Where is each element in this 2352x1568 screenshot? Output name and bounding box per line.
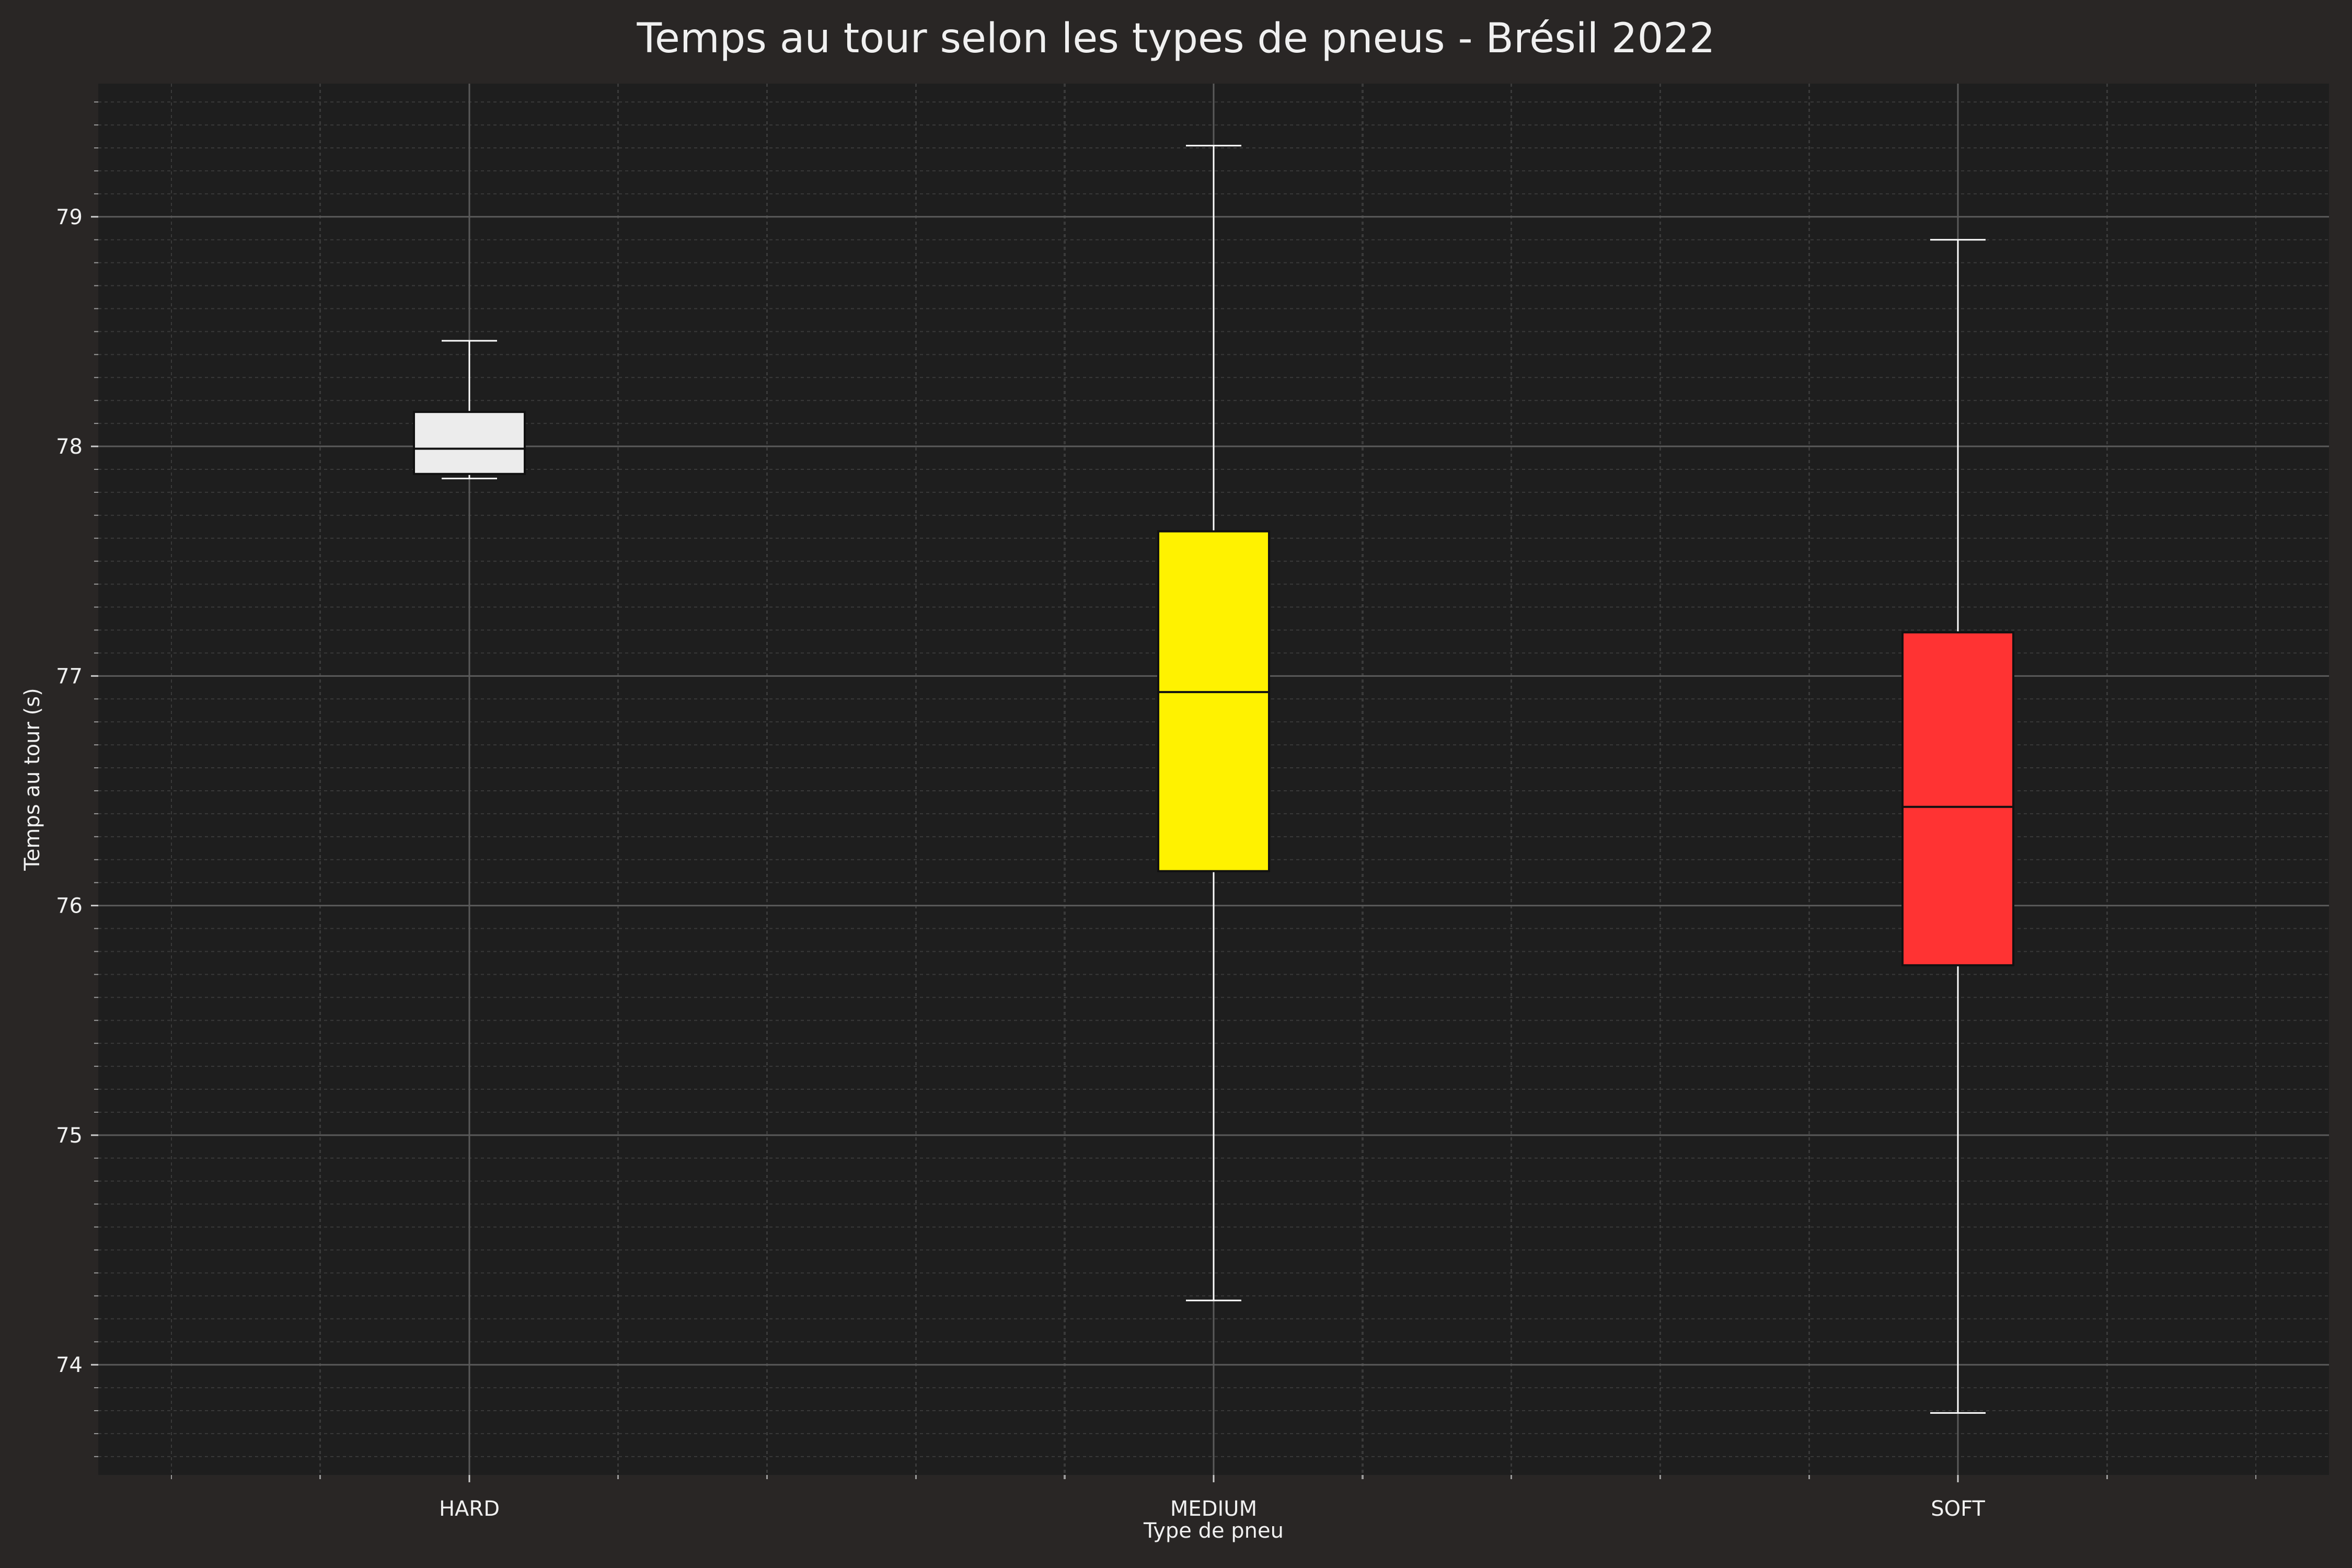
x-axis-label: Type de pneu <box>1143 1519 1284 1543</box>
boxes <box>413 145 2014 1414</box>
x-tick-label: SOFT <box>1931 1497 1985 1521</box>
y-axis-label: Temps au tour (s) <box>20 688 44 871</box>
box-medium <box>1157 530 1270 872</box>
y-tick-label: 76 <box>56 894 83 918</box>
y-tick-label: 74 <box>56 1353 83 1377</box>
x-tick-label: HARD <box>439 1497 500 1521</box>
chart-title: Temps au tour selon les types de pneus -… <box>636 15 1715 62</box>
y-tick-label: 78 <box>56 435 83 459</box>
axis-ticks: 74 75 76 77 78 79 HARD MEDIUM SOFT <box>56 101 2256 1521</box>
x-tick-label: MEDIUM <box>1170 1497 1257 1521</box>
y-tick-label: 79 <box>56 205 83 229</box>
box-soft <box>1901 631 2014 966</box>
y-tick-label: 75 <box>56 1124 83 1148</box>
box-hard <box>413 411 526 475</box>
y-tick-label: 77 <box>56 664 83 688</box>
